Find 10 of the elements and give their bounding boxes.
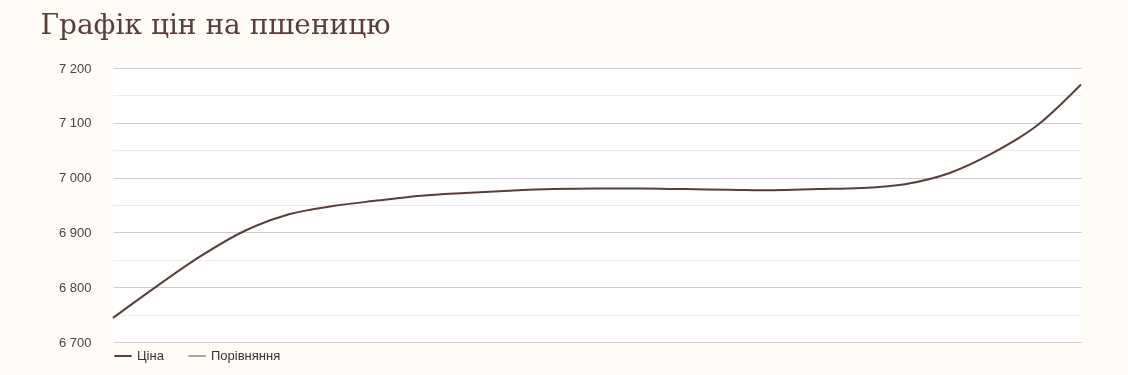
legend-label: Ціна bbox=[137, 348, 165, 363]
y-tick-label: 6 700 bbox=[58, 334, 92, 350]
y-tick-label: 6 900 bbox=[58, 224, 92, 240]
legend-label: Порівняння bbox=[211, 348, 281, 363]
y-tick-label: 7 000 bbox=[58, 170, 92, 186]
y-tick-label: 6 800 bbox=[58, 279, 92, 295]
y-tick-label: 7 200 bbox=[58, 60, 92, 76]
line-series bbox=[112, 83, 1082, 319]
chart-title: Графік цін на пшеницю bbox=[40, 8, 391, 41]
y-tick-label: 7 100 bbox=[58, 115, 92, 131]
